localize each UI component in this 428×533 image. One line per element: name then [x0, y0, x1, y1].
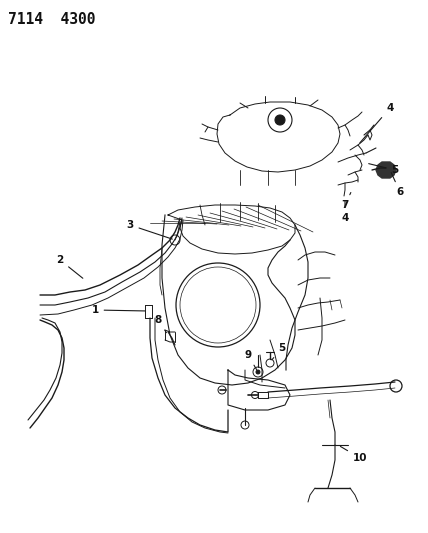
- Text: 7: 7: [341, 192, 351, 210]
- Text: 4: 4: [360, 103, 394, 143]
- Text: 9: 9: [244, 350, 257, 369]
- Text: 6: 6: [391, 173, 404, 197]
- Text: 2: 2: [56, 255, 83, 278]
- Text: 3: 3: [126, 220, 172, 239]
- Text: 5: 5: [369, 164, 398, 175]
- Circle shape: [275, 115, 285, 125]
- Polygon shape: [376, 162, 396, 178]
- Circle shape: [256, 370, 260, 374]
- Text: 1: 1: [91, 305, 145, 315]
- Text: 4: 4: [341, 201, 349, 223]
- Text: 5: 5: [272, 343, 285, 360]
- Text: 8: 8: [155, 315, 166, 333]
- Text: 10: 10: [340, 447, 367, 463]
- Text: 7114  4300: 7114 4300: [8, 12, 95, 27]
